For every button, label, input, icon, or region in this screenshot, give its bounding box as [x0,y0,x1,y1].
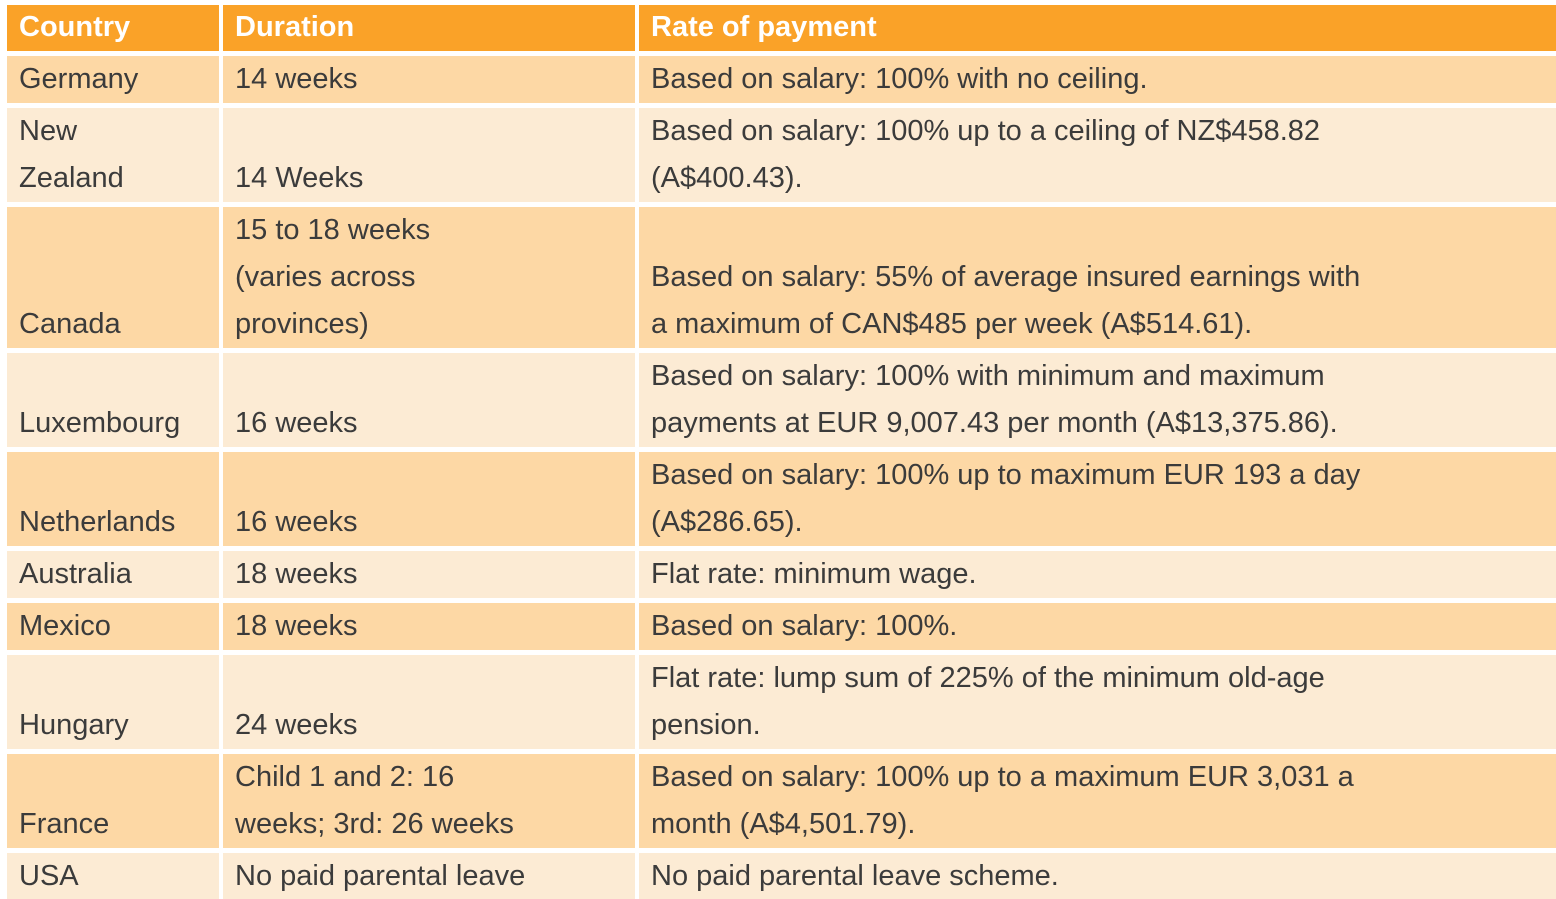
table-cell: Based on salary: 100% up to a maximum EU… [639,754,1556,848]
table-row: Netherlands 16 weeks Based on salary: 100%… [7,452,1556,546]
table-cell: Child 1 and 2: 16 weeks; 3rd: 26 weeks [223,754,635,848]
table-cell: 16 weeks [223,353,635,447]
table-cell: 18 weeks [223,603,635,650]
table-cell: Based on salary: 100% with no ceiling. [639,56,1556,103]
table-row: Australia 18 weeks Flat rate: minimum wage… [7,551,1556,598]
table-row: Luxembourg 16 weeks Based on salary: 100% … [7,353,1556,447]
table-cell: No paid parental leave scheme. [639,853,1556,899]
table-cell: 24 weeks [223,655,635,749]
table-cell: Luxembourg [7,353,219,447]
table-cell: Flat rate: minimum wage. [639,551,1556,598]
table-cell: 15 to 18 weeks (varies across provinces) [223,207,635,348]
table-cell: France [7,754,219,848]
column-header-rate-of-payment: Rate of payment [639,5,1556,51]
table-cell: Based on salary: 100% with minimum and m… [639,353,1556,447]
table-cell: 14 Weeks [223,108,635,202]
table-row: Hungary 24 weeks Flat rate: lump sum of 22… [7,655,1556,749]
table-cell: Based on salary: 100%. [639,603,1556,650]
table-cell: Based on salary: 100% up to maximum EUR … [639,452,1556,546]
table-cell: 18 weeks [223,551,635,598]
table-row: Mexico 18 weeks Based on salary: 100%. [7,603,1556,650]
maternity-leave-table: Country Duration Rate of payment Germany 14… [3,0,1556,899]
table-body: Germany 14 weeks Based on salary: 100% wit… [7,56,1556,899]
table-cell: Netherlands [7,452,219,546]
table-cell: 14 weeks [223,56,635,103]
table-row: Canada 15 to 18 weeks (varies across prov… [7,207,1556,348]
table-cell: USA [7,853,219,899]
table-row: USA No paid parental leave No paid parenta… [7,853,1556,899]
table-cell: 16 weeks [223,452,635,546]
table-row: Germany 14 weeks Based on salary: 100% wit… [7,56,1556,103]
table-cell: New Zealand [7,108,219,202]
table-cell: Based on salary: 55% of average insured … [639,207,1556,348]
header-row: Country Duration Rate of payment [7,5,1556,51]
table-cell: Canada [7,207,219,348]
column-header-duration: Duration [223,5,635,51]
table-cell: Germany [7,56,219,103]
table-cell: Based on salary: 100% up to a ceiling of… [639,108,1556,202]
table-cell: No paid parental leave [223,853,635,899]
table-cell: Mexico [7,603,219,650]
table-cell: Hungary [7,655,219,749]
column-header-country: Country [7,5,219,51]
table-row: France Child 1 and 2: 16 weeks; 3rd: 26 w… [7,754,1556,848]
table-cell: Australia [7,551,219,598]
table-cell: Flat rate: lump sum of 225% of the minim… [639,655,1556,749]
table-row: New Zealand 14 Weeks Based on salary: 100%… [7,108,1556,202]
